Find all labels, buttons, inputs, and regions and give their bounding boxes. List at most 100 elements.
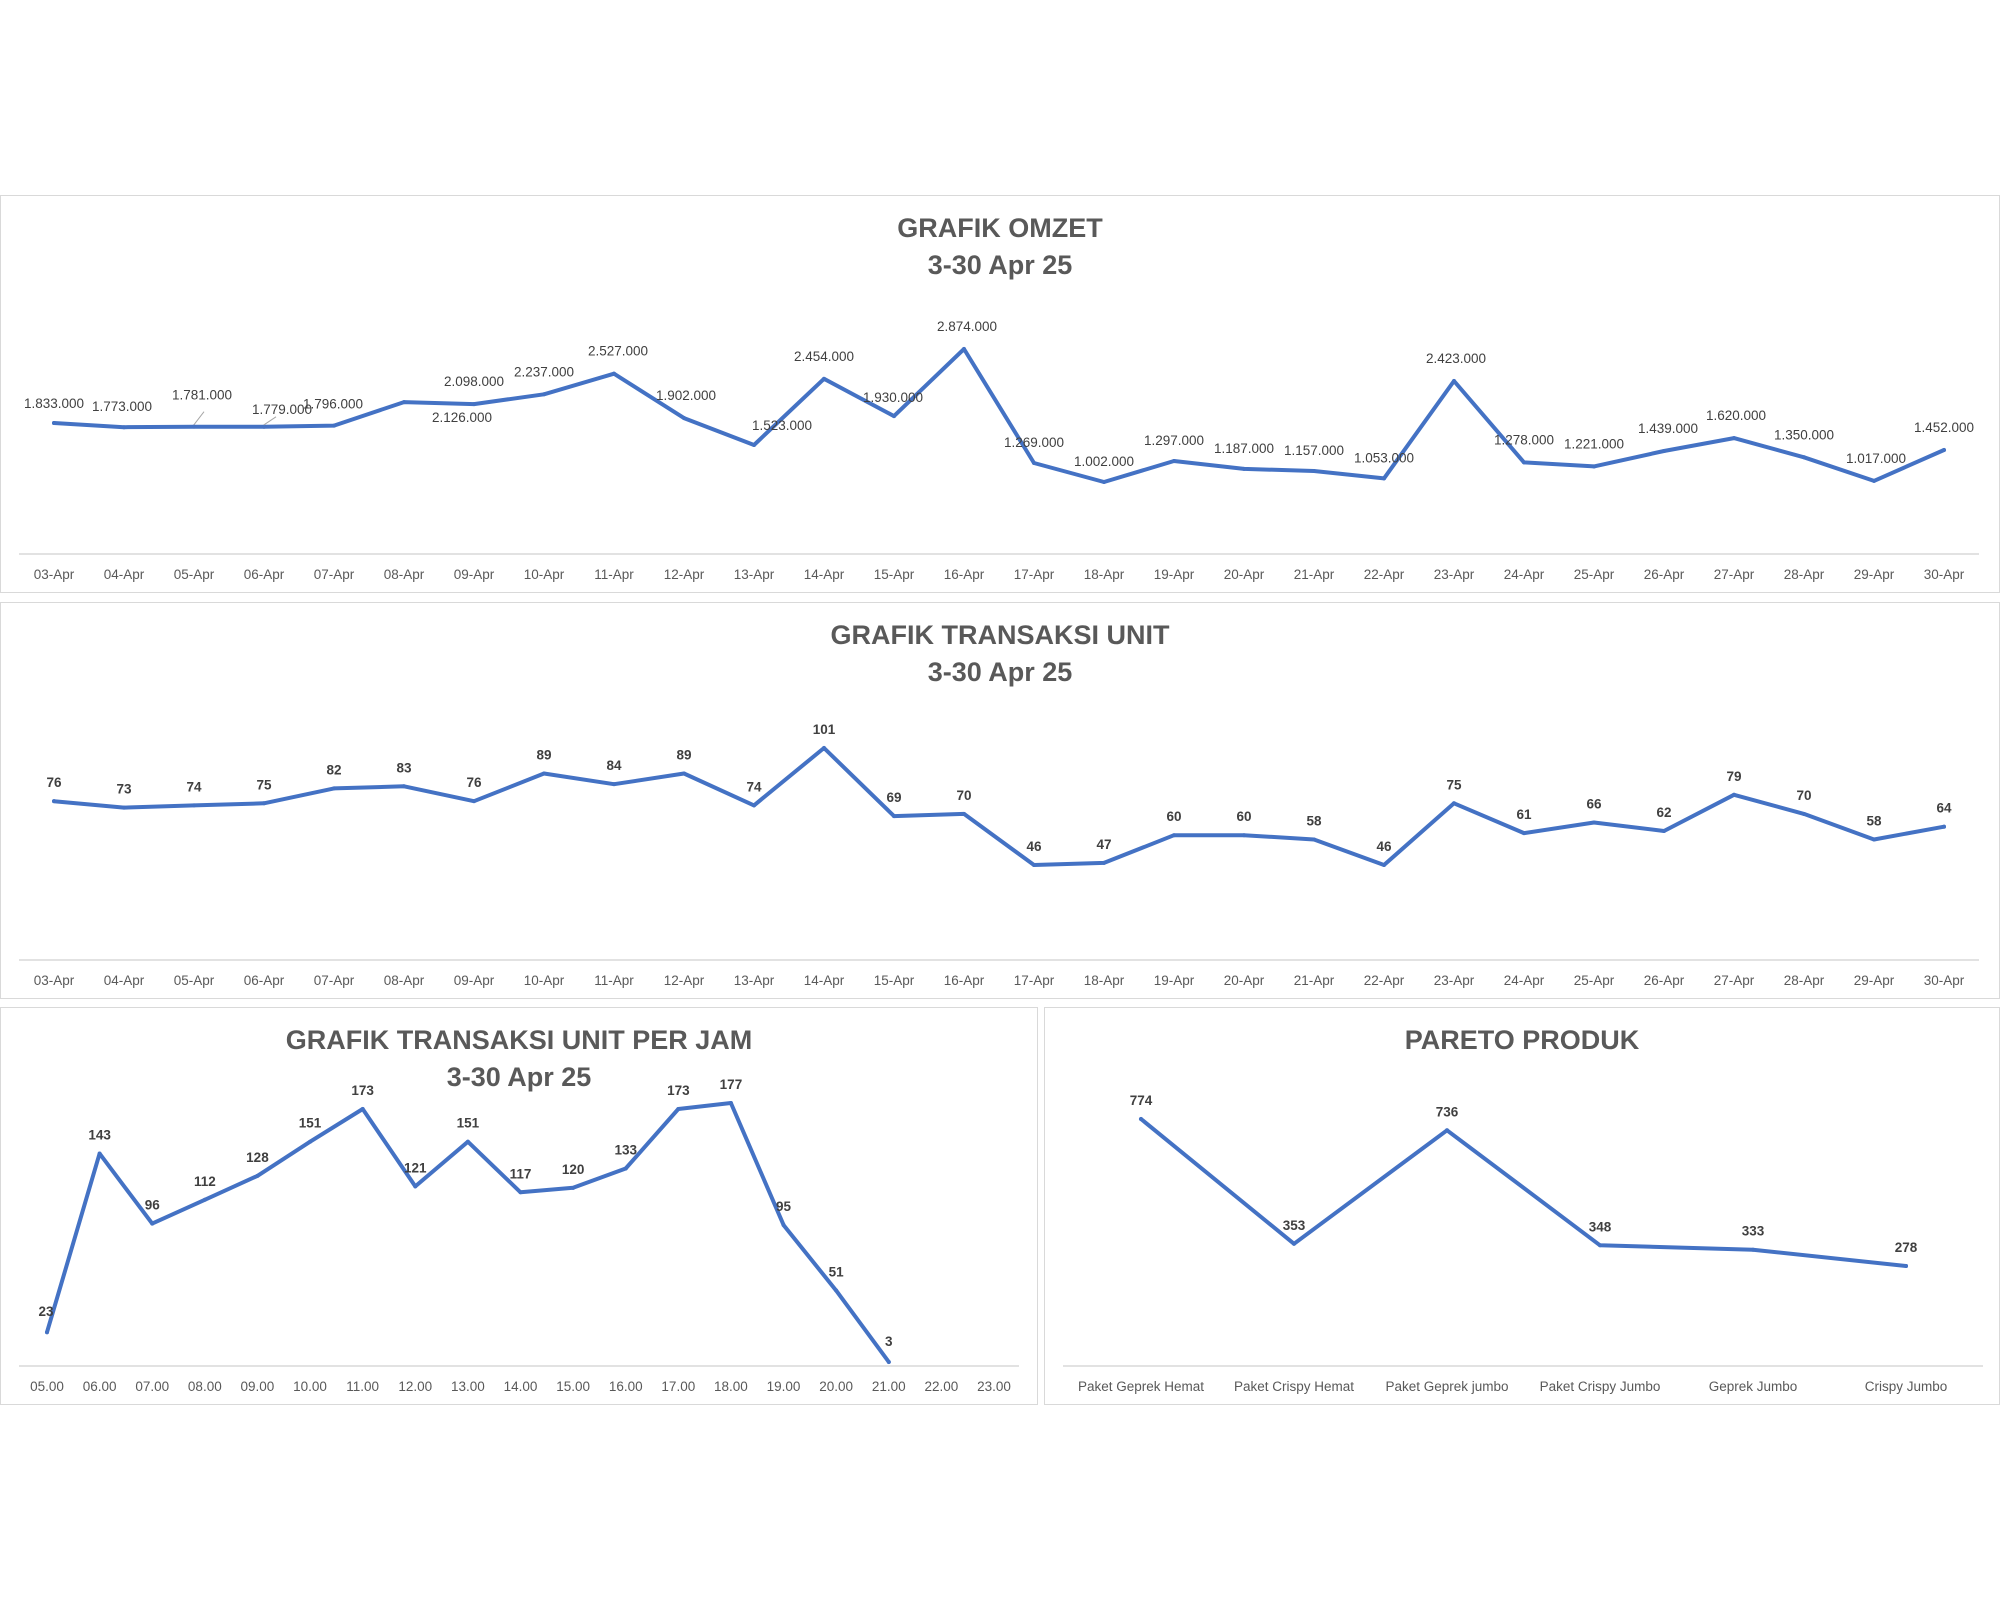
unit-data-point bbox=[612, 782, 616, 787]
unit-data-point bbox=[1032, 863, 1036, 867]
omzet-data-label: 1.773.000 bbox=[92, 399, 152, 414]
omzet-x-tick-label: 09-Apr bbox=[454, 567, 495, 582]
unit-data-point bbox=[122, 805, 126, 810]
omzet-data-point bbox=[1872, 478, 1876, 483]
omzet-data-label: 2.527.000 bbox=[588, 344, 648, 359]
unit-x-tick-label: 23-Apr bbox=[1434, 973, 1475, 988]
omzet-data-label: 1.297.000 bbox=[1144, 433, 1204, 448]
hourly-data-point bbox=[781, 1223, 786, 1228]
hourly-x-tick-label: 11.00 bbox=[346, 1379, 379, 1394]
pareto-data-point bbox=[1445, 1128, 1449, 1133]
omzet-data-label: 1.930.000 bbox=[863, 390, 923, 405]
unit-series-line bbox=[52, 746, 1946, 867]
hourly-data-point bbox=[571, 1185, 576, 1190]
hourly-data-label: 143 bbox=[88, 1128, 111, 1143]
unit-x-tick-label: 08-Apr bbox=[384, 973, 425, 988]
unit-title-line1: GRAFIK TRANSAKSI UNIT bbox=[830, 620, 1170, 650]
pareto-data-point bbox=[1139, 1117, 1143, 1121]
omzet-data-label: 2.454.000 bbox=[794, 349, 854, 364]
omzet-data-label: 1.439.000 bbox=[1638, 421, 1698, 436]
unit-data-label: 70 bbox=[956, 788, 971, 803]
unit-x-tick-label: 26-Apr bbox=[1644, 973, 1685, 988]
hourly-x-tick-label: 17.00 bbox=[661, 1379, 695, 1394]
unit-x-tick-label: 28-Apr bbox=[1784, 973, 1825, 988]
hourly-data-label: 151 bbox=[299, 1116, 322, 1131]
omzet-data-point bbox=[1452, 379, 1456, 384]
hourly-data-point bbox=[308, 1139, 313, 1144]
omzet-data-label: 1.781.000 bbox=[172, 388, 232, 403]
pareto-x-tick-label: Paket Geprek jumbo bbox=[1385, 1379, 1508, 1394]
omzet-data-point bbox=[1662, 448, 1666, 453]
omzet-data-point bbox=[542, 392, 546, 397]
hourly-x-tick-label: 21.00 bbox=[872, 1379, 906, 1394]
pareto-title-line1: PARETO PRODUK bbox=[1404, 1025, 1640, 1055]
omzet-chart-title: GRAFIK OMZET 3-30 Apr 25 bbox=[1, 210, 1999, 284]
hourly-data-label: 128 bbox=[246, 1150, 269, 1165]
unit-x-tick-label: 24-Apr bbox=[1504, 973, 1545, 988]
omzet-x-tick-label: 23-Apr bbox=[1434, 567, 1475, 582]
pareto-data-label: 333 bbox=[1742, 1224, 1765, 1239]
pareto-data-point bbox=[1751, 1247, 1755, 1252]
unit-x-tick-label: 17-Apr bbox=[1014, 973, 1055, 988]
unit-data-point bbox=[752, 803, 756, 808]
hourly-title-line2: 3-30 Apr 25 bbox=[446, 1062, 592, 1092]
omzet-line-chart: 03-Apr 04-Apr 05-Apr 06-Apr 07-Apr 08-Apr 09-A… bbox=[19, 319, 1979, 582]
unit-data-point bbox=[192, 803, 196, 808]
omzet-x-tick-label: 19-Apr bbox=[1154, 567, 1195, 582]
unit-x-tick-label: 25-Apr bbox=[1574, 973, 1615, 988]
omzet-data-point bbox=[472, 402, 476, 407]
pareto-data-label: 348 bbox=[1589, 1219, 1612, 1234]
unit-x-tick-label: 21-Apr bbox=[1294, 973, 1335, 988]
unit-data-point bbox=[1872, 837, 1876, 842]
omzet-data-point bbox=[682, 416, 686, 421]
unit-data-label: 64 bbox=[1936, 801, 1952, 816]
hourly-data-point bbox=[676, 1106, 681, 1111]
omzet-data-point bbox=[1172, 459, 1176, 464]
hourly-data-point bbox=[97, 1151, 102, 1156]
hourly-x-tick-label: 18.00 bbox=[714, 1379, 748, 1394]
omzet-data-point bbox=[822, 376, 826, 381]
unit-data-point bbox=[892, 814, 896, 819]
omzet-data-point bbox=[1032, 461, 1036, 466]
hourly-data-point bbox=[413, 1184, 418, 1189]
unit-x-tick-label: 10-Apr bbox=[524, 973, 565, 988]
unit-data-point bbox=[52, 799, 56, 804]
omzet-x-tick-label: 03-Apr bbox=[34, 567, 75, 582]
hourly-data-point bbox=[623, 1166, 628, 1171]
omzet-data-point bbox=[1102, 480, 1106, 484]
omzet-x-tick-label: 21-Apr bbox=[1294, 567, 1335, 582]
omzet-data-label: 1.017.000 bbox=[1846, 451, 1906, 466]
hourly-x-tick-label: 15.00 bbox=[556, 1379, 590, 1394]
pareto-series-line bbox=[1139, 1117, 1908, 1268]
hourly-data-point bbox=[465, 1139, 470, 1144]
hourly-data-label: 177 bbox=[720, 1077, 743, 1092]
unit-x-tick-label: 30-Apr bbox=[1924, 973, 1965, 988]
unit-x-tick-label: 29-Apr bbox=[1854, 973, 1895, 988]
unit-x-tick-label: 03-Apr bbox=[34, 973, 75, 988]
omzet-data-point bbox=[752, 442, 756, 447]
pareto-data-label: 278 bbox=[1895, 1240, 1918, 1255]
hourly-data-label: 96 bbox=[145, 1198, 161, 1213]
unit-data-label: 79 bbox=[1726, 769, 1741, 784]
unit-data-label: 82 bbox=[326, 762, 341, 777]
unit-data-point bbox=[542, 771, 546, 776]
unit-x-tick-label: 13-Apr bbox=[734, 973, 775, 988]
omzet-x-tick-label: 14-Apr bbox=[804, 567, 845, 582]
hourly-data-label: 23 bbox=[38, 1304, 54, 1319]
unit-data-point bbox=[962, 811, 966, 816]
omzet-data-label: 1.157.000 bbox=[1284, 443, 1344, 458]
omzet-data-point bbox=[122, 425, 126, 430]
unit-x-tick-label: 09-Apr bbox=[454, 973, 495, 988]
unit-chart-panel: GRAFIK TRANSAKSI UNIT 3-30 Apr 25 03-Apr… bbox=[0, 602, 2000, 999]
hourly-x-tick-label: 08.00 bbox=[188, 1379, 222, 1394]
hourly-x-tick-label: 14.00 bbox=[504, 1379, 538, 1394]
unit-data-point bbox=[1242, 833, 1246, 838]
omzet-data-label: 1.902.000 bbox=[656, 388, 716, 403]
hourly-data-label: 3 bbox=[885, 1334, 893, 1349]
hourly-data-label: 133 bbox=[614, 1142, 637, 1157]
omzet-data-point bbox=[192, 424, 196, 429]
omzet-data-label: 1.452.000 bbox=[1914, 420, 1974, 435]
omzet-data-label: 1.278.000 bbox=[1494, 432, 1554, 447]
omzet-data-label: 1.053.000 bbox=[1354, 450, 1414, 465]
unit-data-point bbox=[822, 746, 826, 750]
